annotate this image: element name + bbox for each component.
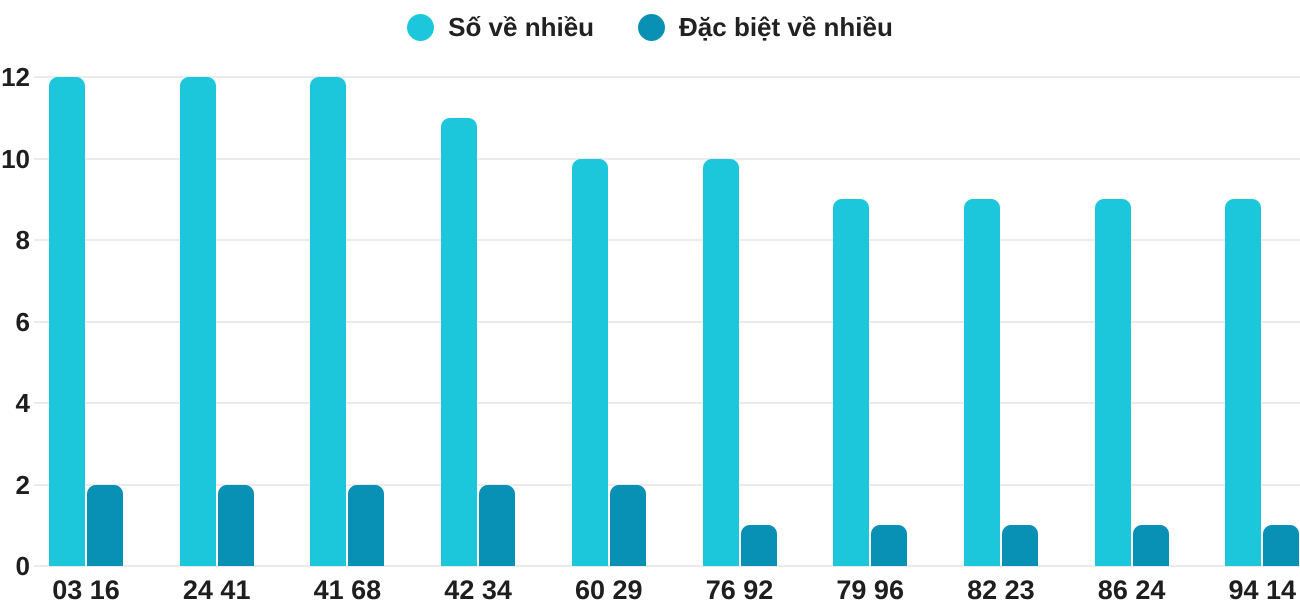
legend-item-dac-biet-ve-nhieu[interactable]: Đặc biệt về nhiều bbox=[638, 12, 893, 43]
x-axis-label: 60 29 bbox=[575, 575, 643, 600]
bar-so-ve-nhieu bbox=[49, 77, 85, 566]
gridline bbox=[34, 402, 1300, 404]
gridline bbox=[34, 320, 1300, 323]
x-axis-label: 82 23 bbox=[967, 575, 1035, 600]
bar-so-ve-nhieu bbox=[1225, 199, 1262, 566]
gridline bbox=[34, 76, 1300, 78]
x-axis-label: 94 14 bbox=[1228, 575, 1297, 600]
bar-so-ve-nhieu bbox=[702, 158, 739, 566]
x-axis-label: 42 34 bbox=[444, 575, 512, 600]
y-axis-label: 8 bbox=[15, 225, 30, 255]
y-axis-label: 0 bbox=[15, 551, 30, 581]
bar-so-ve-nhieu bbox=[179, 77, 216, 566]
legend-label-dac-biet-ve-nhieu: Đặc biệt về nhiều bbox=[679, 11, 893, 42]
x-axis-label: 79 96 bbox=[836, 575, 904, 600]
bar-dac-biet-ve-nhieu bbox=[348, 484, 385, 566]
y-axis-label: 12 bbox=[1, 62, 30, 92]
bar-dac-biet-ve-nhieu bbox=[479, 484, 516, 566]
bar-so-ve-nhieu bbox=[571, 158, 608, 566]
bar-so-ve-nhieu bbox=[963, 199, 1000, 566]
legend-swatch-icon bbox=[407, 13, 435, 41]
gridline bbox=[34, 239, 1300, 241]
legend-swatch-icon bbox=[638, 13, 666, 41]
bar-dac-biet-ve-nhieu bbox=[609, 484, 646, 566]
bar-dac-biet-ve-nhieu bbox=[217, 484, 254, 566]
bar-dac-biet-ve-nhieu bbox=[1001, 525, 1038, 566]
y-axis-label: 2 bbox=[15, 469, 30, 500]
x-axis-label: 86 24 bbox=[1097, 575, 1166, 600]
bar-so-ve-nhieu bbox=[833, 199, 870, 566]
x-axis-label: 76 92 bbox=[705, 575, 774, 600]
bar-dac-biet-ve-nhieu bbox=[1263, 525, 1300, 566]
bar-dac-biet-ve-nhieu bbox=[871, 525, 908, 566]
chart-legend: Số về nhiều Đặc biệt về nhiều bbox=[0, 6, 1300, 48]
gridline bbox=[34, 483, 1300, 486]
y-axis-label: 10 bbox=[1, 143, 30, 174]
bar-dac-biet-ve-nhieu bbox=[87, 484, 123, 566]
legend-label-so-ve-nhieu: Số về nhiều bbox=[448, 11, 595, 42]
bar-so-ve-nhieu bbox=[310, 77, 347, 566]
x-axis-label: 41 68 bbox=[313, 575, 382, 600]
x-axis-label: 03 16 bbox=[52, 575, 120, 600]
bar-so-ve-nhieu bbox=[441, 117, 478, 566]
x-axis-label: 24 41 bbox=[182, 575, 251, 600]
bar-dac-biet-ve-nhieu bbox=[740, 525, 777, 566]
bar-so-ve-nhieu bbox=[1094, 199, 1131, 566]
bar-dac-biet-ve-nhieu bbox=[1132, 525, 1169, 566]
legend-item-so-ve-nhieu[interactable]: Số về nhiều bbox=[407, 12, 594, 43]
y-axis-label: 4 bbox=[15, 388, 30, 418]
gridline bbox=[34, 565, 1300, 567]
y-axis-label: 6 bbox=[15, 306, 30, 337]
gridline bbox=[34, 157, 1300, 160]
